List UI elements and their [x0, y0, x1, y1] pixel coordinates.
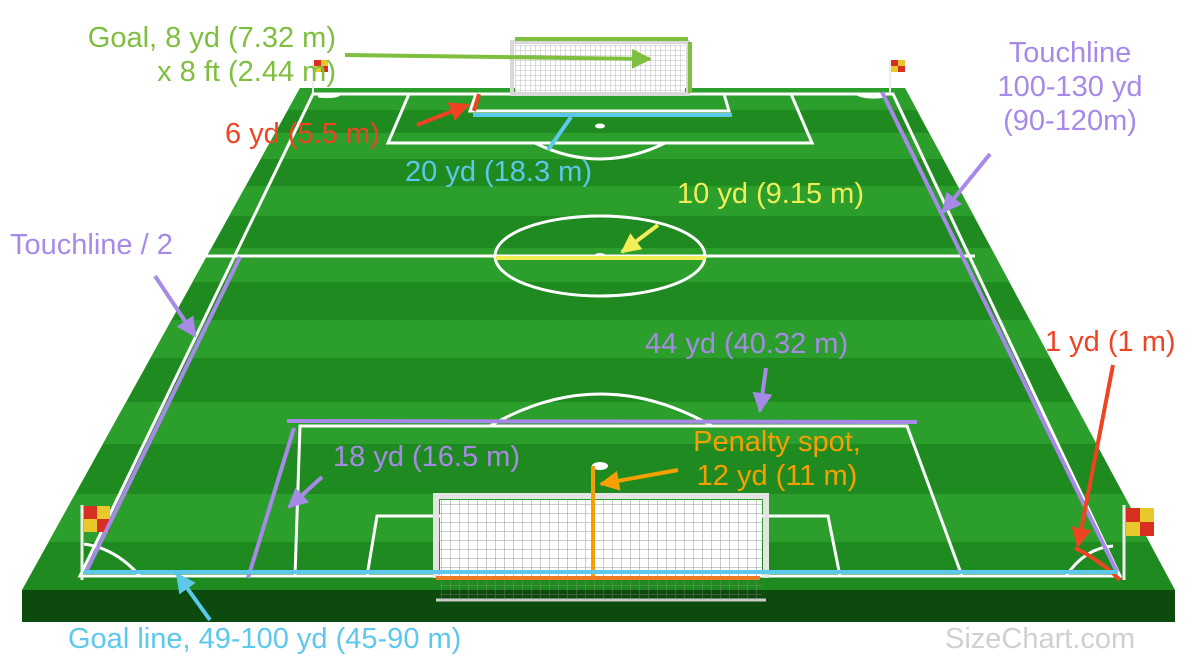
field-side: [22, 590, 1175, 622]
half-touchline-marker: [84, 256, 242, 573]
six-yard-marker: [472, 93, 481, 112]
touchline-line2: 100-130 yd: [997, 71, 1143, 103]
far-penalty-spot: [595, 123, 605, 129]
dimension-arrow-icon: [1071, 364, 1115, 548]
dimension-arrow-icon: [620, 223, 660, 254]
touchline-marker: [880, 91, 1119, 573]
eighteen-yard-marker: [246, 427, 296, 579]
dimension-arrow-icon: [416, 102, 470, 127]
corner-flag-icon: [312, 60, 328, 94]
touchline-label: Touchline 100-130 yd (90-120m): [960, 36, 1180, 138]
one-yard-label: 1 yd (1 m): [1045, 326, 1176, 358]
dimension-arrow-icon: [287, 475, 324, 509]
dimension-arrow-icon: [344, 48, 652, 69]
dimension-arrow-icon: [153, 274, 197, 338]
dimension-arrow-icon: [941, 152, 992, 214]
watermark: SizeChart.com: [945, 623, 1136, 655]
six-yard-label: 6 yd (5.5 m): [225, 118, 380, 150]
far-goal: [510, 40, 690, 96]
corner-arc-marker: [1074, 546, 1122, 582]
corner-flag-icon: [889, 60, 905, 94]
touchline-line1: Touchline: [1008, 37, 1132, 69]
penalty-spot-label: Penalty spot, 12 yd (11 m): [662, 425, 892, 493]
goal-size-label: Goal, 8 yd (7.32 m) x 8 ft (2.44 m): [20, 21, 336, 89]
corner-flag-icon: [1122, 505, 1154, 580]
goal-line-label: Goal line, 49-100 yd (45-90 m): [68, 623, 462, 655]
penalty-spot-line1: Penalty spot,: [693, 426, 861, 458]
dimension-arrow-icon: [599, 468, 679, 491]
goal-size-line2: x 8 ft (2.44 m): [157, 56, 336, 88]
near-goal: [433, 493, 769, 602]
near-penalty-spot: [592, 462, 608, 470]
forty-four-yard-marker: [286, 419, 918, 424]
dimension-arrow-icon: [752, 367, 773, 413]
dimension-arrow-icon: [175, 572, 212, 622]
touchline-line3: (90-120m): [1003, 105, 1137, 137]
forty-four-yard-label: 44 yd (40.32 m): [645, 328, 849, 360]
goal-net-icon: [440, 500, 762, 576]
ten-yard-label: 10 yd (9.15 m): [677, 178, 864, 210]
eighteen-yard-label: 18 yd (16.5 m): [333, 441, 520, 473]
penalty-spot-line2: 12 yd (11 m): [696, 460, 858, 492]
goal-size-line1: Goal, 8 yd (7.32 m): [87, 22, 336, 54]
twenty-yard-label: 20 yd (18.3 m): [405, 156, 592, 188]
dimension-arrow-icon: [546, 115, 573, 152]
touchline-half-label: Touchline / 2: [10, 229, 173, 261]
